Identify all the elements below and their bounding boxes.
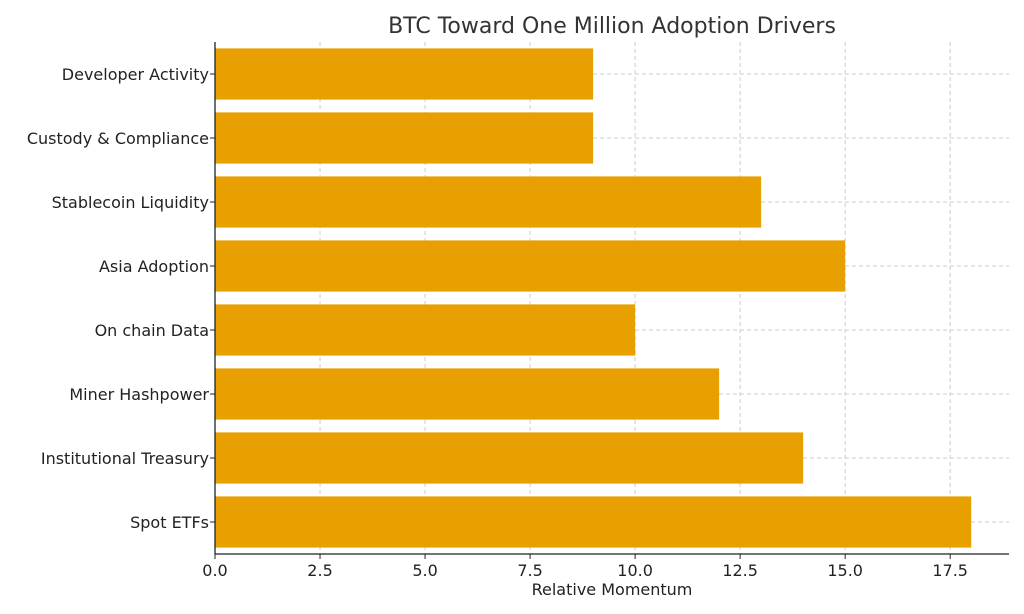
- x-tick-layer: 0.0 2.5 5.0 7.5 10.0 12.5 15.0 17.5: [202, 554, 968, 580]
- x-tick-label: 7.5: [517, 561, 542, 580]
- category-label: Custody & Compliance: [27, 129, 209, 148]
- x-tick-label: 15.0: [827, 561, 863, 580]
- bar: [215, 48, 594, 100]
- bar-layer: [215, 48, 972, 548]
- category-label: Institutional Treasury: [41, 449, 209, 468]
- x-tick-label: 0.0: [202, 561, 227, 580]
- x-axis-label: Relative Momentum: [532, 580, 693, 599]
- category-label: Asia Adoption: [99, 257, 209, 276]
- bar: [215, 368, 720, 420]
- category-label-layer: Spot ETFs Institutional Treasury Miner Has…: [27, 65, 215, 532]
- x-tick-label: 2.5: [307, 561, 332, 580]
- x-tick-label: 5.0: [412, 561, 437, 580]
- bar: [215, 240, 846, 292]
- category-label: Stablecoin Liquidity: [52, 193, 209, 212]
- bar: [215, 304, 636, 356]
- bar: [215, 112, 594, 164]
- x-tick-label: 17.5: [932, 561, 968, 580]
- category-label: Miner Hashpower: [69, 385, 209, 404]
- category-label: Spot ETFs: [130, 513, 209, 532]
- category-label: On chain Data: [95, 321, 209, 340]
- category-label: Developer Activity: [62, 65, 209, 84]
- axis-layer: [214, 42, 1009, 555]
- bar: [215, 496, 972, 548]
- x-tick-label: 12.5: [722, 561, 758, 580]
- chart-title: BTC Toward One Million Adoption Drivers: [388, 14, 836, 39]
- bar: [215, 176, 762, 228]
- x-tick-label: 10.0: [617, 561, 653, 580]
- bar: [215, 432, 804, 484]
